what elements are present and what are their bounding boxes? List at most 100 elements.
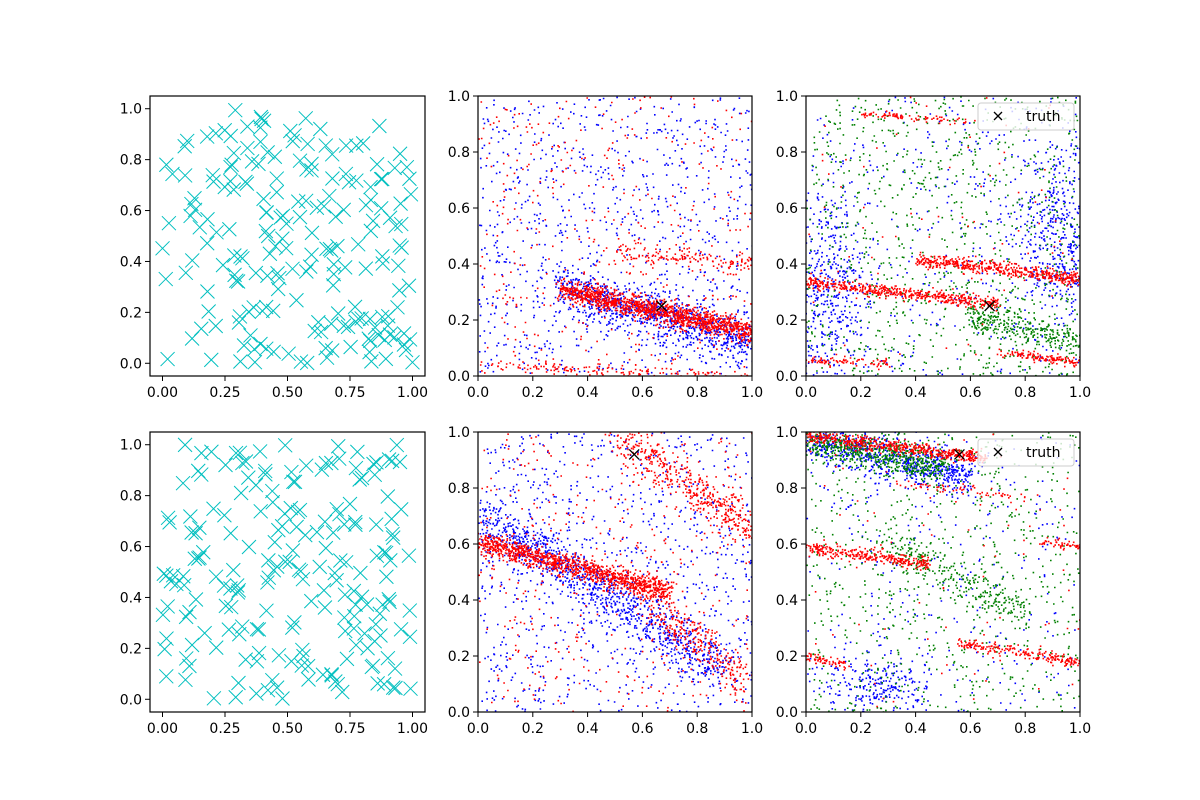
x-marker-point — [346, 608, 362, 624]
plot-area — [155, 102, 420, 371]
x-marker-point — [188, 525, 203, 541]
x-marker-point — [369, 548, 385, 564]
x-marker-point — [261, 570, 277, 586]
x-marker-point — [199, 129, 215, 144]
x-marker-point — [285, 261, 300, 277]
x-marker-point — [343, 339, 358, 355]
y-tick-label: 0.0 — [448, 705, 470, 721]
x-marker-point — [203, 352, 219, 368]
axes-frame — [805, 95, 1081, 377]
x-marker-point — [178, 672, 193, 688]
x-marker-point — [336, 202, 352, 218]
x-tick-label: 1.00 — [397, 721, 428, 737]
x-marker-point — [332, 506, 347, 522]
x-marker-point — [226, 145, 242, 161]
x-marker-point — [277, 506, 293, 522]
x-marker-point — [267, 149, 283, 165]
x-marker-point — [251, 645, 267, 661]
x-marker-point — [389, 437, 405, 453]
x-marker-point — [378, 351, 394, 367]
x-tick-label: 0.0 — [467, 721, 489, 737]
x-marker-point — [258, 341, 274, 357]
x-marker-point — [193, 321, 209, 337]
x-marker-point — [391, 283, 407, 298]
x-marker-point — [187, 551, 203, 567]
x-marker-point — [324, 668, 340, 683]
x-marker-point — [405, 354, 420, 370]
x-marker-point — [325, 525, 341, 541]
plot-area — [806, 432, 1080, 712]
x-marker-point — [354, 470, 370, 486]
x-marker-point — [390, 299, 405, 315]
x-marker-point — [228, 445, 244, 461]
x-marker-point — [372, 118, 387, 134]
x-marker-point — [169, 576, 184, 592]
x-marker-point — [285, 133, 301, 149]
y-tick-label: 1.0 — [776, 89, 798, 105]
x-marker-point — [378, 545, 394, 561]
x-marker-point — [270, 522, 286, 538]
x-marker-point — [158, 271, 174, 287]
x-marker-point — [262, 246, 278, 262]
x-marker-point — [246, 300, 262, 315]
x-marker-point — [208, 318, 224, 334]
x-marker-point — [380, 489, 396, 504]
legend-truth-marker — [993, 111, 1003, 121]
x-marker-point — [269, 184, 285, 200]
x-marker-point — [284, 620, 300, 635]
x-marker-point — [392, 146, 408, 162]
x-marker-point — [209, 224, 224, 240]
x-marker-point — [258, 467, 273, 482]
x-marker-point — [269, 680, 285, 695]
x-marker-point — [291, 562, 307, 578]
x-marker-point — [260, 268, 275, 284]
axes-top-right: 0.0 0.2 0.4 0.6 0.8 1.0 0.0 0.2 0.4 0.6 0.8 1.0 trut… — [776, 89, 1091, 401]
x-marker-point — [329, 501, 345, 517]
x-marker-point — [364, 354, 379, 369]
x-marker-point — [284, 464, 299, 480]
x-marker-point — [304, 163, 319, 178]
x-marker-point — [228, 689, 244, 705]
x-tick-label: 0.2 — [850, 385, 872, 401]
x-tick-label: 0.75 — [334, 721, 365, 737]
x-marker-point — [377, 332, 393, 348]
x-marker-point — [187, 202, 203, 218]
y-tick-label: 0.6 — [120, 540, 142, 556]
x-marker-point — [393, 621, 409, 637]
x-marker-point — [341, 174, 357, 190]
x-marker-point — [377, 544, 392, 560]
x-marker-point — [223, 581, 238, 596]
x-marker-point — [249, 686, 264, 701]
x-marker-point — [337, 260, 353, 275]
x-marker-point — [358, 261, 374, 276]
x-marker-point — [251, 156, 266, 172]
x-marker-point — [223, 599, 239, 615]
x-marker-point — [264, 483, 280, 499]
x-marker-point — [369, 156, 385, 172]
x-marker-point — [160, 510, 176, 526]
x-marker-point — [159, 157, 174, 173]
x-marker-point — [233, 249, 248, 264]
x-marker-point — [175, 475, 191, 491]
x-marker-point — [375, 256, 391, 271]
x-marker-point — [286, 474, 301, 490]
x-marker-point — [387, 160, 403, 176]
x-marker-point — [303, 593, 319, 609]
x-tick-label: 1.0 — [1069, 385, 1091, 401]
x-marker-point — [278, 240, 294, 256]
x-marker-point — [231, 315, 247, 330]
x-marker-point — [312, 559, 328, 575]
x-marker-point — [298, 458, 314, 474]
x-marker-point — [175, 568, 191, 584]
x-marker-point — [289, 519, 304, 535]
x-marker-point — [314, 462, 330, 478]
x-tick-label: 0.8 — [686, 721, 708, 737]
x-marker-point — [388, 218, 403, 234]
x-marker-point — [323, 243, 339, 258]
y-tick-label: 1.0 — [120, 438, 142, 454]
x-marker-point — [289, 292, 304, 308]
x-marker-point — [260, 228, 276, 244]
y-tick-label: 0.0 — [776, 705, 798, 721]
x-marker-point — [161, 215, 177, 231]
x-marker-point — [260, 553, 276, 568]
